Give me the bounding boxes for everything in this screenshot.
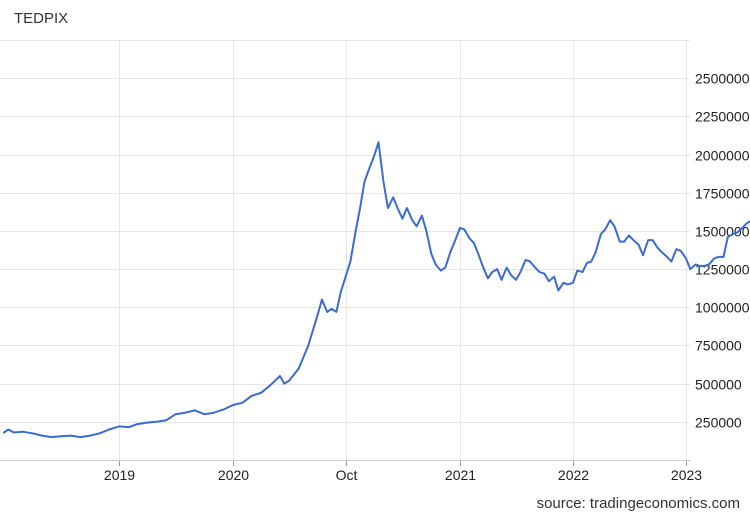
y-tick-label: 2250000 — [695, 109, 750, 125]
x-tick-label: 2022 — [558, 467, 589, 483]
y-tick-label: 1000000 — [695, 300, 750, 316]
grid-layer — [0, 40, 690, 460]
y-tick-label: 750000 — [695, 338, 742, 354]
chart-source[interactable]: source: tradingeconomics.com — [536, 495, 740, 512]
y-tick-label: 1500000 — [695, 224, 750, 240]
axis-layer: 250000 500000 750000 1000000 1250000 1500000 1… — [0, 71, 750, 483]
x-tick-label: 2019 — [104, 467, 135, 483]
series-line-0 — [3, 141, 750, 439]
y-tick-label: 2500000 — [695, 71, 750, 87]
x-tick-label: 2021 — [445, 467, 476, 483]
x-tick-label: 2020 — [218, 467, 249, 483]
y-tick-label: 1250000 — [695, 262, 750, 278]
x-tick-label: 2023 — [671, 467, 702, 483]
y-tick-label: 500000 — [695, 377, 742, 393]
chart-title: TEDPIX — [14, 10, 69, 27]
y-tick-label: 250000 — [695, 415, 742, 431]
y-tick-label: 2000000 — [695, 148, 750, 164]
y-tick-label: 1750000 — [695, 186, 750, 202]
line-layer — [3, 141, 750, 439]
x-tick-label: Oct — [336, 467, 358, 483]
